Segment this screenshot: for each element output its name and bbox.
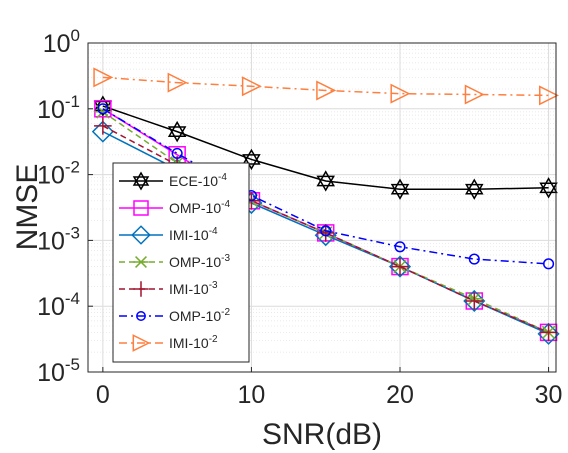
data-point: [468, 253, 480, 265]
series-line: [102, 76, 549, 97]
legend-entry: OMP-10-4: [119, 199, 230, 216]
data-point: [132, 334, 151, 352]
legend-label: IMI-10-2: [169, 334, 218, 351]
data-point: [91, 120, 114, 143]
x-tick-label: 0: [96, 381, 110, 409]
data-point: [537, 322, 560, 345]
legend-label: OMP-10-3: [169, 253, 230, 270]
data-point: [539, 323, 558, 342]
data-point: [539, 85, 560, 106]
legend-entry: OMP-10-3: [119, 253, 230, 270]
data-point: [136, 311, 146, 321]
data-point: [320, 225, 332, 237]
legend-label: OMP-10-2: [169, 307, 230, 324]
series-omp-10-2: [97, 103, 555, 270]
legend-label: IMI-10-4: [169, 226, 218, 243]
series-ece-10-4: [93, 95, 558, 200]
x-tick-label: 20: [386, 381, 414, 409]
legend-entry: IMI-10-3: [119, 280, 218, 297]
data-point: [133, 281, 149, 297]
data-point: [394, 241, 406, 253]
x-axis-ticks: 0 10 20 30: [96, 367, 563, 409]
legend-label: OMP-10-4: [169, 199, 230, 216]
data-point: [167, 72, 188, 93]
y-axis-ticks: 10-5 10-4 10-3 10-2 10-1 100: [37, 26, 93, 387]
series-line: [102, 105, 549, 190]
data-point: [464, 84, 485, 105]
series-imi-10-2: [93, 67, 560, 106]
y-tick-label: 10-5: [37, 355, 80, 387]
legend-entry: OMP-10-2: [119, 307, 230, 324]
data-point: [316, 170, 335, 192]
y-tick-label: 10-1: [37, 92, 80, 124]
data-point: [316, 80, 337, 101]
legend-label: ECE-10-4: [169, 172, 227, 189]
y-tick-label: 100: [43, 26, 80, 58]
series-line: [102, 108, 549, 265]
x-tick-label: 10: [238, 381, 266, 409]
data-point: [97, 103, 109, 115]
plot-frame: [87, 42, 557, 373]
legend-entry: IMI-10-2: [119, 334, 218, 352]
data-point: [314, 224, 337, 247]
legend: ECE-10-4 OMP-10-4 IMI-10-4 OMP-10-3 IMI-10-3…: [112, 162, 250, 363]
data-point: [167, 120, 187, 143]
data-point: [94, 100, 112, 118]
data-point: [133, 200, 149, 216]
data-point: [316, 224, 335, 242]
data-point: [391, 257, 409, 276]
y-tick-label: 10-2: [37, 158, 80, 190]
data-point: [133, 256, 149, 268]
data-point: [390, 83, 411, 104]
y-axis-label: NMSE: [11, 164, 44, 251]
data-point: [543, 258, 555, 270]
data-point: [94, 117, 112, 135]
legend-entry: IMI-10-4: [119, 225, 218, 245]
data-point: [171, 147, 183, 159]
data-point: [539, 177, 558, 199]
y-tick-label: 10-3: [37, 223, 80, 255]
data-point: [241, 76, 262, 97]
y-tick-label: 10-4: [37, 289, 80, 321]
data-point: [93, 67, 114, 88]
data-point: [132, 171, 150, 191]
data-point: [131, 225, 151, 245]
data-point: [465, 178, 484, 200]
data-point: [390, 178, 410, 200]
legend-entry: ECE-10-4: [119, 171, 227, 191]
x-axis-label: SNR(dB): [262, 418, 382, 451]
data-point: [242, 148, 261, 171]
data-point: [465, 292, 484, 310]
legend-label: IMI-10-3: [169, 280, 218, 297]
x-tick-label: 30: [535, 381, 563, 409]
